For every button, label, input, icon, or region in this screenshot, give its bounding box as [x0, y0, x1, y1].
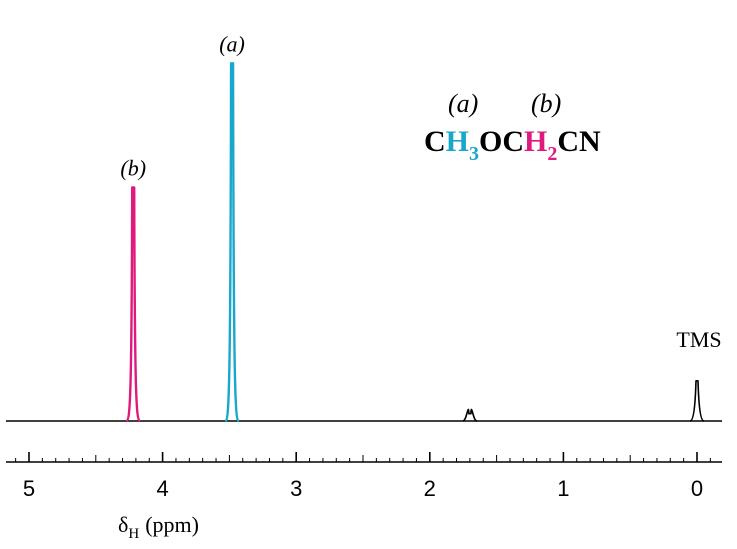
x-axis-title-symbol: δ: [118, 512, 128, 537]
axis-tick-label: 5: [23, 476, 35, 501]
peak-labels: (b) (a) TMS: [120, 31, 721, 352]
formula-segment: CN: [557, 125, 601, 158]
axis-tick-label: 4: [156, 476, 168, 501]
formula-segment: H: [524, 125, 547, 158]
peak-label-a: (a): [219, 31, 245, 56]
peak-label-tms: TMS: [676, 327, 721, 352]
x-axis-title-subscript: H: [128, 526, 139, 542]
formula-segment: H: [446, 125, 469, 158]
axis-tick-label: 2: [424, 476, 436, 501]
axis-tick-label: 3: [290, 476, 302, 501]
axis-tick-label: 0: [691, 476, 703, 501]
peak-b: [125, 186, 141, 423]
structure-label-b: (b): [531, 89, 561, 118]
spectrum-layer: [6, 62, 722, 423]
formula-segment: C: [424, 125, 446, 158]
x-axis-title-units: (ppm): [145, 512, 199, 537]
peak-label-b: (b): [120, 155, 146, 180]
peak-tms: [689, 380, 705, 422]
molecule-formula: CH3OCH2CN: [424, 125, 601, 165]
molecule-structure: (a) (b) CH3OCH2CN: [424, 89, 601, 165]
axis-tick-label: 1: [557, 476, 569, 501]
peak-a: [224, 62, 240, 423]
formula-segment: 2: [547, 143, 557, 165]
ppm-axis: 5 4 3 2 1 0: [6, 452, 722, 501]
formula-segment: OC: [479, 125, 524, 158]
formula-segment: 3: [469, 143, 479, 165]
x-axis-title: δH (ppm): [118, 512, 199, 542]
peak-impurity: [462, 408, 478, 422]
structure-label-a: (a): [448, 89, 478, 118]
